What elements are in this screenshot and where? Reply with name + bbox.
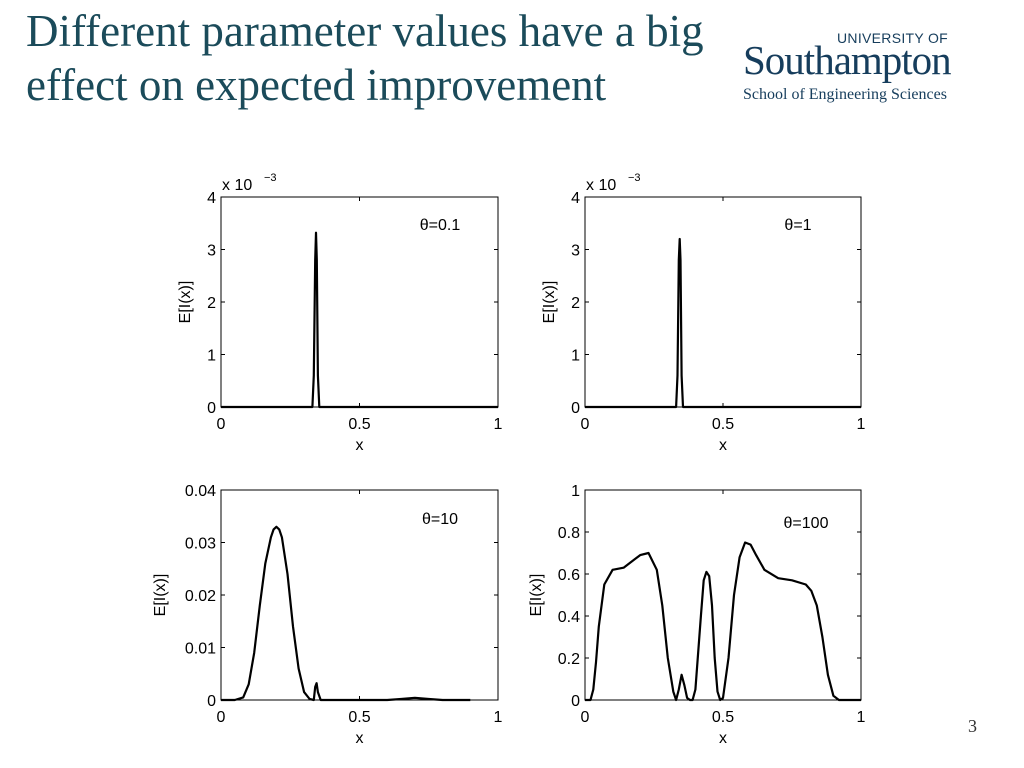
y-tick-label: 0.04 bbox=[185, 483, 216, 500]
x-axis-label: x bbox=[356, 437, 364, 454]
expected-improvement-line bbox=[585, 541, 861, 702]
x-axis-label: x bbox=[719, 437, 727, 454]
university-logo: UNIVERSITY OF Southampton School of Engi… bbox=[743, 30, 993, 110]
y-tick-label: 4 bbox=[571, 190, 580, 207]
chart-panel-theta-100: 0 0.5 1 0 0.2 0.4 0.6 0.8 1 x E[I(x)] θ=100 bbox=[528, 483, 866, 747]
exponent-power: −3 bbox=[628, 172, 641, 184]
y-tick-label: 0 bbox=[207, 693, 216, 710]
x-tick-label: 0.5 bbox=[712, 416, 734, 433]
x-tick-label: 1 bbox=[494, 709, 503, 726]
y-tick-label: 0 bbox=[571, 400, 580, 417]
y-tick-label: 4 bbox=[207, 190, 216, 207]
y-tick-label: 1 bbox=[207, 348, 216, 365]
x-tick-label: 0 bbox=[217, 416, 226, 433]
x-tick-label: 0 bbox=[217, 709, 226, 726]
exponent-label: x 10 bbox=[222, 177, 252, 194]
chart-panel-theta-0-1: 0 0.5 1 0 1 2 3 4 x 10 −3 x E[I(x)] θ=0.1 bbox=[177, 172, 503, 454]
theta-annotation: θ=0.1 bbox=[420, 217, 461, 234]
x-tick-label: 1 bbox=[857, 709, 866, 726]
x-tick-label: 0.5 bbox=[348, 709, 370, 726]
y-tick-label: 2 bbox=[207, 295, 216, 312]
x-tick-label: 1 bbox=[857, 416, 866, 433]
expected-improvement-line bbox=[585, 237, 861, 409]
logo-main-text: Southampton bbox=[743, 37, 952, 83]
y-axis-label: E[I(x)] bbox=[177, 281, 194, 324]
logo-top-text: UNIVERSITY OF bbox=[837, 30, 948, 46]
y-axis-label: E[I(x)] bbox=[541, 281, 558, 324]
y-tick-label: 0.6 bbox=[558, 567, 580, 584]
chart-panel-theta-10: 0 0.5 1 0 0.01 0.02 0.03 0.04 x E[I(x)] θ=10 bbox=[152, 483, 503, 747]
y-axis-label: E[I(x)] bbox=[528, 574, 545, 617]
y-tick-label: 0.01 bbox=[185, 641, 216, 658]
x-tick-label: 0 bbox=[581, 416, 590, 433]
x-tick-label: 1 bbox=[494, 416, 503, 433]
axes-box bbox=[584, 196, 862, 408]
y-tick-label: 0.2 bbox=[558, 651, 580, 668]
page-number: 3 bbox=[968, 716, 977, 736]
y-tick-label: 2 bbox=[571, 295, 580, 312]
theta-annotation: θ=1 bbox=[784, 217, 811, 234]
y-tick-label: 0.03 bbox=[185, 536, 216, 553]
y-tick-label: 0 bbox=[571, 693, 580, 710]
expected-improvement-line bbox=[221, 231, 498, 409]
theta-annotation: θ=10 bbox=[422, 511, 458, 528]
x-tick-label: 0 bbox=[581, 709, 590, 726]
y-tick-label: 0 bbox=[207, 400, 216, 417]
slide-title: Different parameter values have a big ef… bbox=[26, 6, 704, 110]
y-tick-label: 1 bbox=[571, 483, 580, 500]
y-axis-label: E[I(x)] bbox=[152, 574, 169, 617]
x-axis-label: x bbox=[356, 730, 364, 747]
expected-improvement-line bbox=[221, 525, 471, 702]
exponent-power: −3 bbox=[264, 172, 277, 184]
y-tick-label: 1 bbox=[571, 348, 580, 365]
logo-sub-text: School of Engineering Sciences bbox=[743, 86, 947, 103]
x-tick-label: 0.5 bbox=[712, 709, 734, 726]
x-tick-label: 0.5 bbox=[348, 416, 370, 433]
theta-annotation: θ=100 bbox=[784, 515, 829, 532]
y-tick-label: 3 bbox=[207, 243, 216, 260]
y-tick-label: 0.4 bbox=[558, 609, 580, 626]
y-tick-label: 0.8 bbox=[558, 525, 580, 542]
chart-panel-theta-1: 0 0.5 1 0 1 2 3 4 x 10 −3 x E[I(x)] θ=1 bbox=[541, 172, 866, 454]
exponent-label: x 10 bbox=[586, 177, 616, 194]
y-tick-label: 0.02 bbox=[185, 588, 216, 605]
x-axis-label: x bbox=[719, 730, 727, 747]
y-tick-label: 3 bbox=[571, 243, 580, 260]
